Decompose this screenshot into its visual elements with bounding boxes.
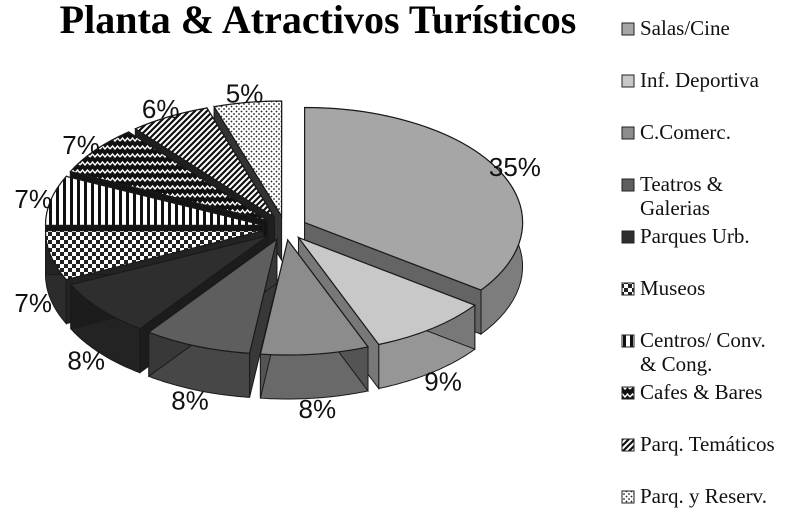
legend-item: Inf. Deportiva bbox=[621, 68, 760, 92]
pie-slice bbox=[147, 237, 278, 398]
legend-swatch bbox=[621, 386, 635, 400]
legend-swatch bbox=[621, 22, 635, 36]
legend-label: Salas/Cine bbox=[640, 16, 730, 40]
legend-item: Parques Urb. bbox=[621, 224, 750, 248]
pie-value-label: 5% bbox=[226, 79, 264, 109]
legend-label: Museos bbox=[640, 276, 705, 300]
legend-item: Teatros & Galerias bbox=[621, 172, 723, 220]
legend-label: C.Comerc. bbox=[640, 120, 731, 144]
legend-swatch bbox=[621, 74, 635, 88]
legend-label: Teatros & Galerias bbox=[640, 172, 723, 220]
legend-swatch bbox=[621, 438, 635, 452]
legend-swatch bbox=[621, 334, 635, 348]
legend-item: C.Comerc. bbox=[621, 120, 731, 144]
pie-value-label: 8% bbox=[299, 394, 337, 424]
pie-slices bbox=[44, 100, 524, 400]
legend-swatch bbox=[621, 126, 635, 140]
legend-item: Parq. y Reserv. bbox=[621, 484, 767, 508]
legend-swatch bbox=[621, 282, 635, 296]
legend-swatch bbox=[621, 230, 635, 244]
legend-item: Parq. Temáticos bbox=[621, 432, 775, 456]
legend-item: Cafes & Bares bbox=[621, 380, 762, 404]
legend-label: Parq. y Reserv. bbox=[640, 484, 767, 508]
pie-value-label: 7% bbox=[14, 288, 52, 318]
pie-value-label: 9% bbox=[424, 366, 462, 396]
legend-label: Centros/ Conv. & Cong. bbox=[640, 328, 766, 376]
pie-value-labels: 35% 9% 8% 8% 8% 7% 7% 7% 6% 5% bbox=[14, 79, 541, 424]
pie-value-label: 7% bbox=[14, 184, 52, 214]
legend-label: Parques Urb. bbox=[640, 224, 750, 248]
legend-label: Inf. Deportiva bbox=[640, 68, 760, 92]
legend-swatch bbox=[621, 490, 635, 504]
legend-label: Cafes & Bares bbox=[640, 380, 762, 404]
legend-item: Salas/Cine bbox=[621, 16, 730, 40]
pie-value-label: 8% bbox=[67, 345, 105, 375]
legend-swatch bbox=[621, 178, 635, 192]
legend-item: Museos bbox=[621, 276, 705, 300]
pie-slice bbox=[259, 238, 370, 400]
legend-label: Parq. Temáticos bbox=[640, 432, 775, 456]
legend-item: Centros/ Conv. & Cong. bbox=[621, 328, 766, 376]
pie-value-label: 35% bbox=[489, 152, 541, 182]
pie-value-label: 6% bbox=[142, 94, 180, 124]
pie-value-label: 7% bbox=[62, 130, 100, 160]
legend: Salas/Cine Inf. Deportiva C.Comerc. Teatros… bbox=[621, 16, 775, 508]
pie-value-label: 8% bbox=[171, 385, 209, 415]
chart-title: Planta & Atractivos Turísticos bbox=[60, 0, 577, 42]
